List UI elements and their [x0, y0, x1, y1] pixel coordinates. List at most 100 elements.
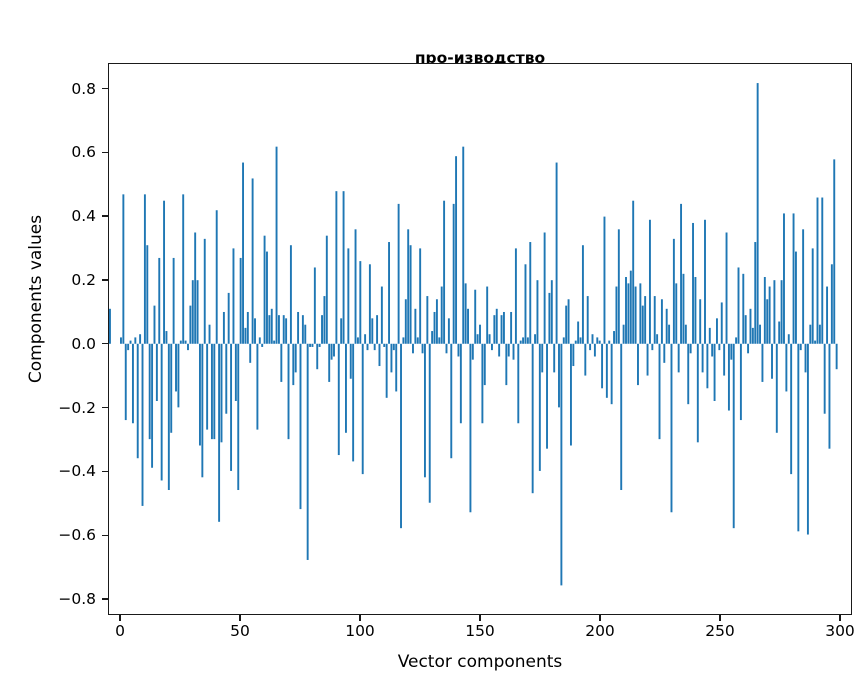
- bar: [792, 213, 795, 344]
- bar: [345, 343, 347, 433]
- x-tick-mark: [359, 615, 361, 621]
- bar: [120, 337, 122, 344]
- bar: [414, 308, 417, 344]
- bar: [806, 343, 809, 535]
- bar: [443, 200, 446, 344]
- bar: [756, 83, 759, 344]
- bar: [536, 280, 539, 344]
- bar: [445, 343, 448, 354]
- bar: [397, 203, 400, 344]
- bar: [225, 343, 228, 414]
- bar: [390, 343, 393, 373]
- bar: [292, 343, 295, 386]
- bar: [220, 343, 223, 443]
- bar: [464, 283, 467, 344]
- bar: [732, 343, 735, 529]
- bar: [163, 200, 166, 344]
- bar: [663, 343, 666, 363]
- bar: [311, 343, 314, 347]
- y-tick-mark: [102, 215, 108, 217]
- bar: [629, 270, 632, 344]
- y-tick-mark: [102, 87, 108, 90]
- bar: [198, 343, 201, 446]
- y-tick-label: 0.8: [71, 79, 96, 98]
- y-tick-label: −0.8: [58, 590, 96, 609]
- bar: [333, 343, 335, 357]
- bar: [775, 343, 778, 433]
- bar: [177, 343, 180, 408]
- bar: [572, 343, 575, 367]
- bar: [596, 337, 599, 344]
- bar: [524, 264, 527, 344]
- bar: [234, 343, 237, 401]
- bar: [129, 340, 132, 344]
- bar: [421, 343, 424, 354]
- bar: [505, 343, 508, 386]
- bar: [569, 343, 572, 446]
- bar: [689, 343, 692, 354]
- bar: [486, 286, 489, 344]
- bar: [412, 343, 414, 354]
- bar: [239, 257, 242, 344]
- bar: [737, 267, 740, 344]
- y-tick-mark: [102, 470, 108, 473]
- y-tick-label: −0.2: [58, 398, 96, 417]
- bar: [409, 245, 412, 344]
- bar: [725, 232, 728, 344]
- bar: [287, 343, 290, 440]
- bar: [500, 315, 503, 344]
- bar: [184, 340, 187, 344]
- bar: [593, 343, 596, 357]
- bar: [488, 334, 491, 344]
- bar: [546, 343, 548, 449]
- bar: [510, 311, 513, 344]
- bar: [577, 321, 580, 344]
- bar: [605, 343, 608, 398]
- bar: [227, 292, 230, 344]
- bar: [617, 229, 620, 344]
- bar: [529, 242, 532, 344]
- bar: [493, 315, 496, 344]
- bar: [194, 232, 197, 344]
- bar: [165, 331, 168, 344]
- bar: [823, 343, 826, 414]
- bar: [761, 343, 764, 382]
- bar: [237, 343, 240, 491]
- bar: [206, 343, 209, 430]
- bar: [598, 340, 601, 344]
- bar: [160, 343, 163, 481]
- bar: [665, 308, 668, 344]
- bar: [191, 280, 194, 344]
- bar: [364, 334, 367, 344]
- bar: [244, 327, 247, 344]
- x-tick-mark: [839, 615, 841, 621]
- x-axis-label: Vector components: [397, 652, 563, 672]
- bar: [395, 343, 398, 392]
- x-tick-mark: [239, 615, 241, 621]
- bar: [447, 318, 450, 344]
- bar: [754, 242, 757, 344]
- y-tick-label: 0.6: [71, 143, 96, 162]
- bar: [502, 311, 505, 344]
- bar: [739, 343, 742, 421]
- bar: [601, 343, 604, 389]
- bar: [648, 219, 651, 344]
- bar: [210, 343, 213, 440]
- bar: [498, 343, 501, 357]
- bar: [687, 343, 690, 405]
- bar: [479, 324, 481, 344]
- x-tick-label: 100: [345, 622, 375, 640]
- bar: [328, 343, 331, 382]
- bar: [730, 343, 733, 360]
- bar: [359, 261, 362, 344]
- bar: [507, 343, 510, 357]
- bar: [407, 229, 410, 344]
- y-tick-label: 0.0: [71, 334, 96, 353]
- bar: [146, 245, 149, 344]
- y-tick-label: −0.6: [58, 526, 96, 545]
- bar: [388, 242, 391, 344]
- bar: [232, 248, 235, 344]
- bar: [677, 343, 680, 373]
- bar: [534, 334, 537, 344]
- bar: [692, 222, 694, 344]
